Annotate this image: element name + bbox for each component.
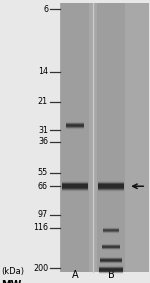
Text: A: A: [72, 270, 78, 280]
Text: B: B: [108, 270, 114, 280]
Text: 66: 66: [38, 182, 48, 191]
Text: 200: 200: [33, 263, 48, 273]
Text: 36: 36: [38, 137, 48, 146]
Bar: [60, 3, 148, 272]
Text: 97: 97: [38, 210, 48, 219]
Bar: [97, 3, 125, 272]
Text: 116: 116: [33, 223, 48, 232]
Text: (kDa): (kDa): [2, 267, 24, 276]
Text: MW: MW: [2, 280, 22, 283]
Text: 6: 6: [43, 5, 48, 14]
Text: 31: 31: [38, 126, 48, 135]
Text: 14: 14: [38, 67, 48, 76]
Bar: [61, 3, 89, 272]
Text: 21: 21: [38, 97, 48, 106]
Text: 55: 55: [38, 168, 48, 177]
